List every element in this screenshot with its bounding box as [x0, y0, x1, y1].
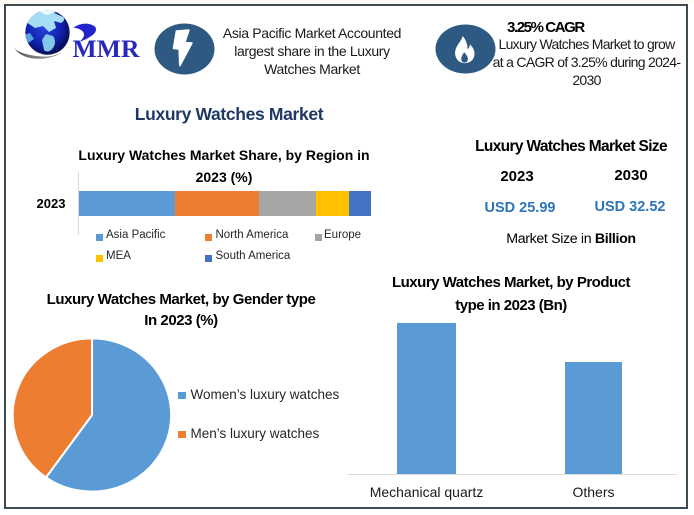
- svg-text:MMR: MMR: [73, 34, 141, 63]
